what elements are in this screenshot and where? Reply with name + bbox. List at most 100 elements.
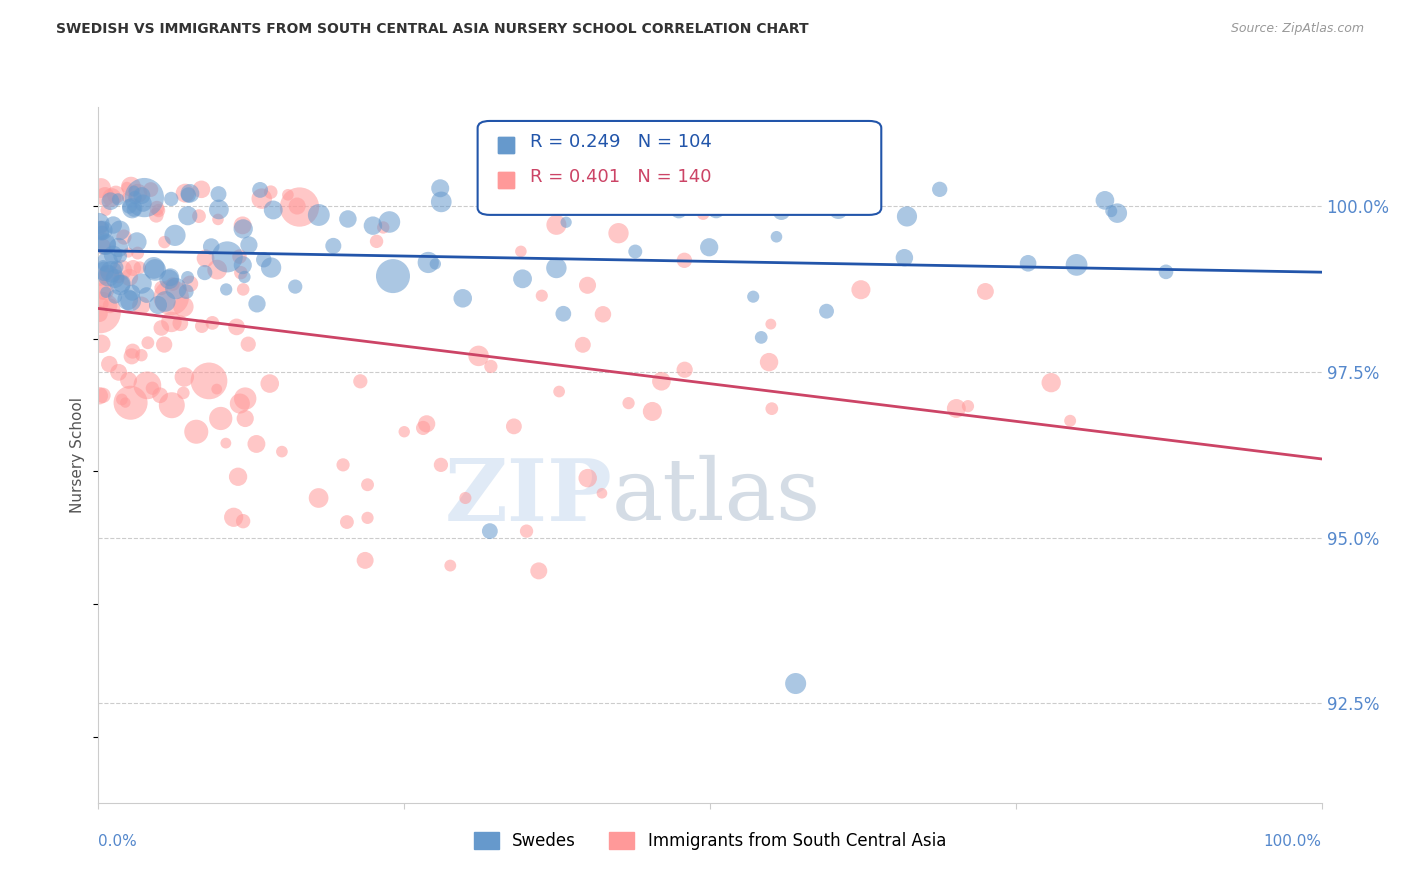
Point [107, 270, 129, 285]
Point [94, 237, 117, 252]
Point [284, 279, 307, 293]
Point [139, 183, 162, 197]
Text: R = 0.401   N = 140: R = 0.401 N = 140 [530, 169, 711, 186]
Point [160, 192, 183, 206]
Point [215, 282, 238, 296]
Point [415, 417, 437, 431]
Point [108, 223, 131, 237]
Point [356, 477, 378, 491]
Point [128, 260, 150, 275]
Point [249, 183, 271, 197]
Point [253, 252, 276, 267]
Point [149, 388, 172, 402]
Point [146, 298, 169, 312]
Point [131, 188, 153, 202]
Point [201, 316, 224, 330]
Point [430, 194, 453, 209]
Text: R = 0.249   N = 104: R = 0.249 N = 104 [530, 134, 711, 152]
Point [205, 262, 228, 277]
Point [232, 222, 254, 236]
Point [108, 278, 131, 293]
Point [349, 374, 371, 388]
Point [155, 294, 177, 309]
Point [238, 337, 260, 351]
Point [205, 382, 228, 396]
Point [121, 344, 143, 359]
Point [94, 285, 117, 300]
Point [200, 239, 222, 253]
Point [207, 212, 229, 227]
Point [162, 277, 184, 292]
Point [121, 285, 143, 300]
Point [233, 269, 256, 284]
Text: R = 0.249   N = 104: R = 0.249 N = 104 [530, 134, 711, 152]
Point [100, 190, 122, 204]
Point [1154, 265, 1177, 279]
Point [107, 240, 129, 254]
Point [93, 264, 115, 278]
Text: atlas: atlas [612, 455, 821, 538]
Point [356, 511, 378, 525]
Point [172, 300, 194, 314]
Point [115, 180, 138, 194]
Point [673, 363, 696, 377]
Point [232, 258, 254, 272]
Point [97, 268, 120, 283]
Point [98, 299, 121, 313]
Point [607, 226, 630, 240]
Point [118, 199, 141, 213]
Point [153, 337, 176, 351]
Point [815, 304, 838, 318]
Point [336, 515, 359, 529]
Point [425, 257, 447, 271]
Point [650, 374, 672, 388]
Point [215, 436, 238, 450]
Point [765, 229, 787, 244]
Point [1040, 376, 1063, 390]
Point [94, 268, 117, 283]
Point [176, 270, 198, 285]
Point [1099, 204, 1122, 219]
Point [668, 202, 690, 217]
Point [127, 246, 149, 260]
Point [191, 319, 214, 334]
Point [101, 248, 124, 262]
Point [169, 316, 191, 330]
Point [122, 260, 145, 275]
Point [849, 283, 872, 297]
Point [174, 285, 197, 299]
Text: R = 0.401   N = 140: R = 0.401 N = 140 [530, 169, 711, 186]
Point [143, 263, 166, 277]
Point [277, 187, 299, 202]
Point [572, 338, 595, 352]
Point [322, 239, 344, 253]
Point [232, 514, 254, 528]
Point [104, 271, 127, 285]
Point [134, 191, 156, 205]
Point [382, 269, 405, 284]
Text: 0.0%: 0.0% [98, 834, 138, 849]
Point [692, 207, 714, 221]
Point [112, 230, 135, 244]
Point [91, 239, 114, 253]
Point [94, 189, 117, 203]
Point [89, 305, 111, 319]
Point [516, 524, 538, 538]
Point [208, 202, 231, 217]
Point [332, 458, 354, 472]
Point [238, 238, 260, 252]
Point [194, 252, 217, 266]
Point [1017, 256, 1039, 270]
Point [412, 421, 434, 435]
Point [336, 211, 359, 226]
Point [378, 215, 401, 229]
Point [245, 437, 267, 451]
Y-axis label: Nursery School: Nursery School [70, 397, 86, 513]
Point [89, 270, 111, 285]
Point [117, 293, 139, 307]
Point [91, 223, 114, 237]
Point [163, 228, 186, 243]
Point [974, 285, 997, 299]
Point [546, 260, 568, 275]
Point [104, 290, 127, 304]
